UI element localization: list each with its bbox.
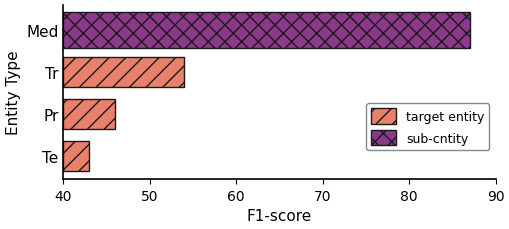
Bar (63, 58, 184, 88)
X-axis label: F1-score: F1-score (246, 209, 312, 224)
Bar (63, 100, 115, 130)
Legend: target entity, sub-cntity: target entity, sub-cntity (365, 104, 489, 150)
Bar (63, 14, 469, 49)
Y-axis label: Entity Type: Entity Type (6, 50, 20, 135)
Bar (63, 142, 89, 172)
